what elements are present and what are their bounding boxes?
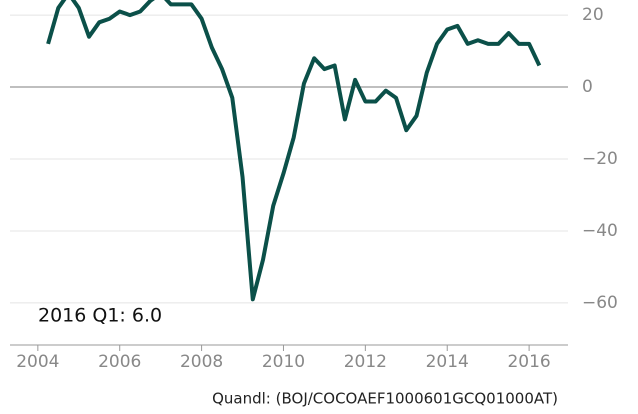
x-tick-label: 2016 (507, 352, 550, 372)
y-tick-label: −60 (582, 293, 618, 313)
y-tick-label: −40 (582, 221, 618, 241)
x-tick-label: 2014 (426, 352, 469, 372)
y-tick-label: 0 (582, 77, 593, 97)
series-line (46, 0, 542, 302)
annotation: 2016 Q1: 6.0 (38, 305, 162, 327)
x-tick-label: 2010 (262, 352, 305, 372)
source: Quandl: (BOJ/COCOAEF1000601GCQ01000AT) (212, 390, 558, 408)
y-tick-label: 20 (582, 5, 604, 25)
y-tick-label: −20 (582, 149, 618, 169)
x-tick-label: 2008 (180, 352, 223, 372)
x-tick-label: 2012 (344, 352, 387, 372)
x-tick-label: 2004 (16, 352, 59, 372)
x-tick-label: 2006 (98, 352, 141, 372)
